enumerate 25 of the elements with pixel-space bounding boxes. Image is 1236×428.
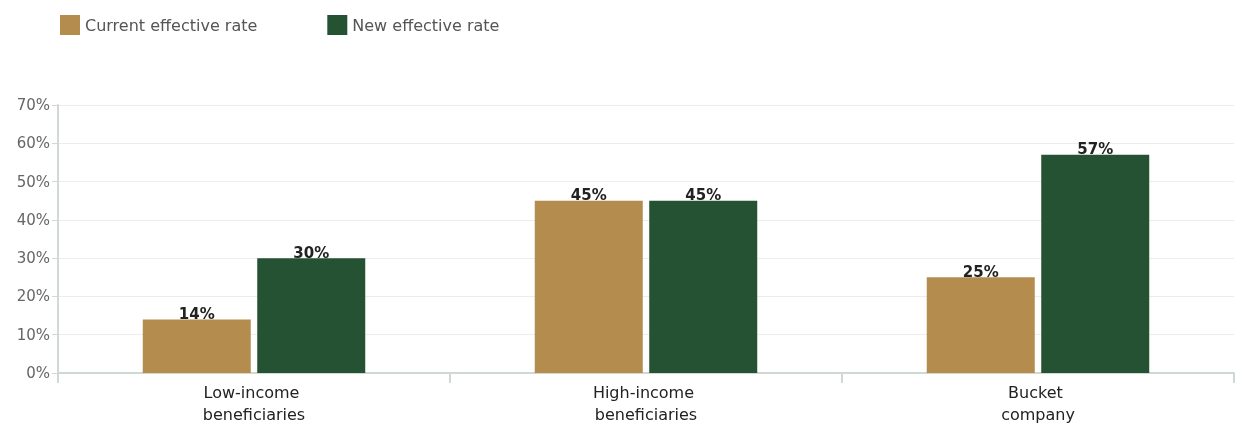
x-tick-label: High-income beneficiaries [592,382,700,424]
y-tick-label: 30% [16,249,50,268]
legend-label: New effective rate [352,15,500,35]
y-tick-label: 0% [26,364,50,382]
y-tick-label: 20% [16,287,50,306]
bar [649,200,758,373]
x-tick-label: Bucket company [1001,382,1075,424]
data-label: 25% [962,262,999,281]
y-tick-label: 40% [16,210,50,229]
bar [1041,154,1150,373]
y-tick-label: 50% [16,172,50,191]
y-tick-label: 70% [16,96,50,114]
data-label: 57% [1077,140,1114,159]
bar [534,200,643,373]
y-tick-label: 60% [16,134,50,153]
bar [142,319,251,373]
data-label: 30% [293,243,330,262]
data-label: 14% [178,304,215,323]
data-label: 45% [685,186,722,205]
x-tick-label: Low-income beneficiaries [202,382,306,424]
bar [926,277,1035,373]
legend-label: Current effective rate [85,15,258,35]
bar [257,258,366,373]
data-label: 45% [570,186,607,205]
y-tick-label: 10% [16,325,50,344]
